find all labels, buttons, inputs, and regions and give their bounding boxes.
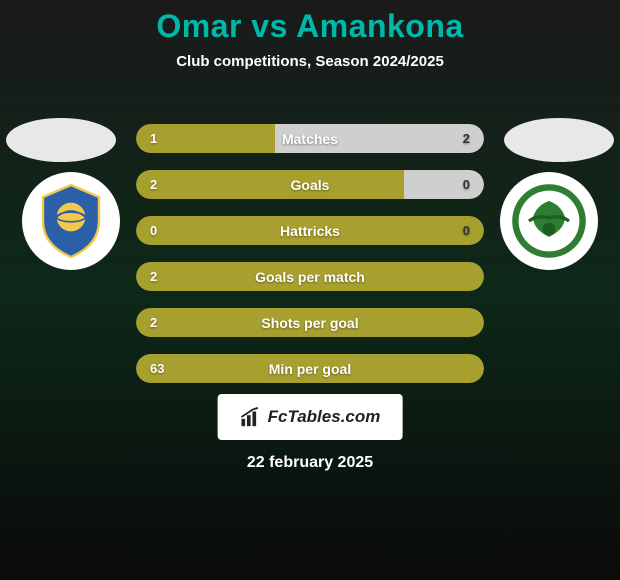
player-right-name: Amankona	[296, 8, 464, 44]
player-left-name: Omar	[156, 8, 242, 44]
chart-icon	[240, 406, 262, 428]
stat-bar-row: 0Hattricks0	[136, 216, 484, 245]
stat-right-value: 0	[463, 223, 470, 238]
stat-bar-row: 2Goals per match	[136, 262, 484, 291]
stats-bars: 1Matches22Goals00Hattricks02Goals per ma…	[136, 124, 484, 383]
subtitle: Club competitions, Season 2024/2025	[0, 53, 620, 70]
stat-label: Shots per goal	[136, 315, 484, 331]
stat-bar-row: 63Min per goal	[136, 354, 484, 383]
crest-left-svg	[31, 181, 111, 261]
brand-text: FcTables.com	[268, 407, 381, 427]
vs-text: vs	[251, 8, 288, 44]
club-crest-left	[22, 172, 120, 270]
stat-right-value: 2	[463, 131, 470, 146]
comparison-title: Omar vs Amankona	[0, 0, 620, 45]
player-right-avatar-placeholder	[504, 118, 614, 162]
stat-bar-row: 1Matches2	[136, 124, 484, 153]
stat-label: Matches	[136, 131, 484, 147]
stat-label: Goals	[136, 177, 484, 193]
stat-bar-row: 2Goals0	[136, 170, 484, 199]
fctables-badge: FcTables.com	[218, 394, 403, 440]
club-crest-right	[500, 172, 598, 270]
stat-label: Hattricks	[136, 223, 484, 239]
stat-right-value: 0	[463, 177, 470, 192]
stat-label: Goals per match	[136, 269, 484, 285]
crest-right-svg	[509, 181, 589, 261]
stat-label: Min per goal	[136, 361, 484, 377]
date-text: 22 february 2025	[0, 454, 620, 472]
player-left-avatar-placeholder	[6, 118, 116, 162]
stat-bar-row: 2Shots per goal	[136, 308, 484, 337]
